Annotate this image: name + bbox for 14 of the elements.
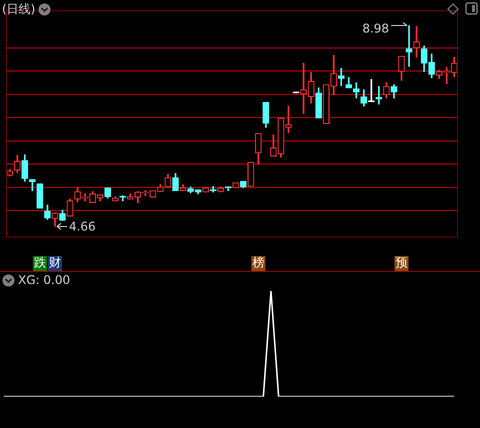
annotation: 8.98 [362,22,390,36]
chart-title: XG: 0.00 [18,273,70,287]
text: 财 [48,256,61,270]
text: 榜 [252,256,264,270]
chart-title: (日线) [2,1,36,18]
annotation: 4.66 [68,220,96,234]
candlestick [36,183,44,209]
candlestick [202,188,209,192]
candlestick [232,182,240,188]
candlestick [413,26,420,58]
text: 跌 [34,256,46,270]
candlestick [406,25,412,67]
text: 预 [396,256,408,270]
candlestick [248,162,254,187]
